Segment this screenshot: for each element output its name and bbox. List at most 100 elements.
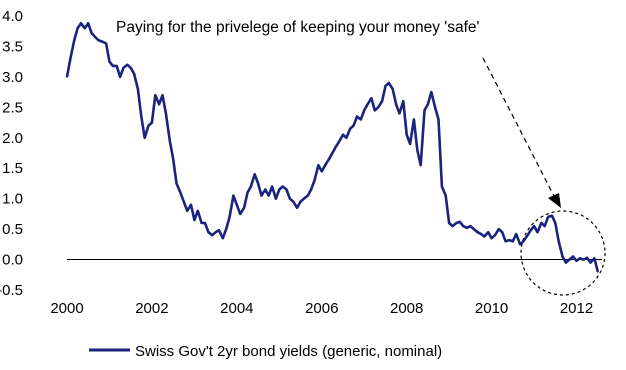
data-point (501, 231, 504, 234)
data-point (494, 234, 496, 237)
x-tick-label: 2004 (220, 300, 253, 317)
data-point (303, 197, 305, 200)
data-point (122, 66, 125, 69)
data-point (179, 191, 182, 194)
data-point (561, 255, 564, 258)
data-point (69, 57, 72, 60)
data-point (349, 127, 352, 130)
series-layer (65, 22, 600, 273)
annotation-arrow (482, 57, 557, 201)
data-point (363, 109, 366, 112)
data-point (158, 103, 161, 106)
data-point (257, 182, 259, 185)
x-tick-label: 2008 (390, 300, 423, 317)
data-point (324, 164, 327, 167)
data-point (487, 231, 490, 234)
data-point (73, 39, 76, 42)
data-point (370, 97, 373, 100)
data-point (345, 136, 348, 139)
data-point (575, 259, 578, 262)
data-point (405, 133, 408, 136)
y-tick-label: 0.5 (2, 221, 23, 238)
data-point (342, 133, 344, 136)
y-tick-label: -0.5 (0, 282, 23, 299)
y-tick-label: 4.0 (2, 8, 23, 25)
x-tick-label: 2012 (560, 300, 593, 317)
legend: Swiss Gov't 2yr bond yields (generic, no… (89, 343, 442, 360)
data-point (87, 22, 90, 25)
x-tick-label: 2006 (305, 300, 338, 317)
data-point (292, 200, 295, 203)
data-point (519, 243, 521, 246)
data-point (596, 270, 599, 273)
data-point (579, 257, 581, 260)
data-point (154, 94, 157, 97)
data-point (306, 194, 309, 197)
annotation-text: Paying for the privelege of keeping your… (116, 19, 480, 36)
data-point (253, 173, 256, 176)
data-point (140, 115, 143, 118)
data-point (448, 222, 450, 224)
data-point (90, 32, 93, 34)
data-point (182, 200, 185, 203)
data-point (190, 203, 192, 206)
data-point (101, 40, 104, 43)
data-point (310, 188, 312, 191)
data-point (119, 76, 121, 78)
data-point (115, 65, 118, 67)
x-tick-label: 2000 (50, 300, 83, 317)
data-point (129, 66, 132, 69)
data-point (384, 85, 387, 87)
data-point (387, 82, 390, 84)
data-point (228, 216, 231, 218)
data-point (366, 103, 369, 106)
data-point (593, 257, 596, 260)
data-point (221, 237, 224, 240)
data-point (377, 106, 380, 109)
legend-label: Swiss Gov't 2yr bond yields (generic, no… (135, 343, 442, 360)
data-point (462, 225, 465, 228)
data-point (565, 261, 567, 264)
data-point (533, 225, 535, 228)
data-point (250, 185, 252, 188)
data-point (97, 39, 100, 42)
data-point (281, 185, 284, 188)
data-point (356, 115, 358, 118)
data-point (557, 240, 560, 243)
data-point (416, 149, 419, 151)
data-point (196, 209, 199, 212)
data-point (373, 109, 376, 112)
data-point (551, 214, 553, 217)
data-point (133, 72, 136, 75)
data-point (515, 233, 518, 235)
y-tick-label: 1.5 (2, 160, 23, 177)
data-point (455, 222, 458, 224)
data-point (543, 225, 546, 228)
data-point (232, 194, 235, 197)
data-point (589, 261, 592, 264)
data-point (469, 225, 472, 228)
data-point (338, 139, 341, 142)
data-point (143, 136, 146, 139)
data-point (193, 219, 196, 221)
data-point (105, 42, 107, 45)
data-point (296, 206, 298, 209)
data-point (568, 258, 571, 261)
data-point (126, 63, 129, 66)
data-point (451, 225, 454, 228)
data-point (80, 22, 82, 25)
data-point (161, 94, 164, 97)
data-point (204, 222, 206, 224)
series-line (65, 22, 600, 273)
data-point (458, 220, 461, 223)
data-point (165, 112, 167, 115)
data-point (66, 76, 68, 78)
data-point (186, 209, 189, 212)
data-point (207, 231, 210, 234)
y-tick-label: 2.5 (2, 99, 23, 116)
data-point (427, 103, 429, 106)
data-point (586, 256, 588, 259)
y-tick-label: 2.0 (2, 130, 23, 147)
annotation-arrowhead (548, 193, 561, 208)
